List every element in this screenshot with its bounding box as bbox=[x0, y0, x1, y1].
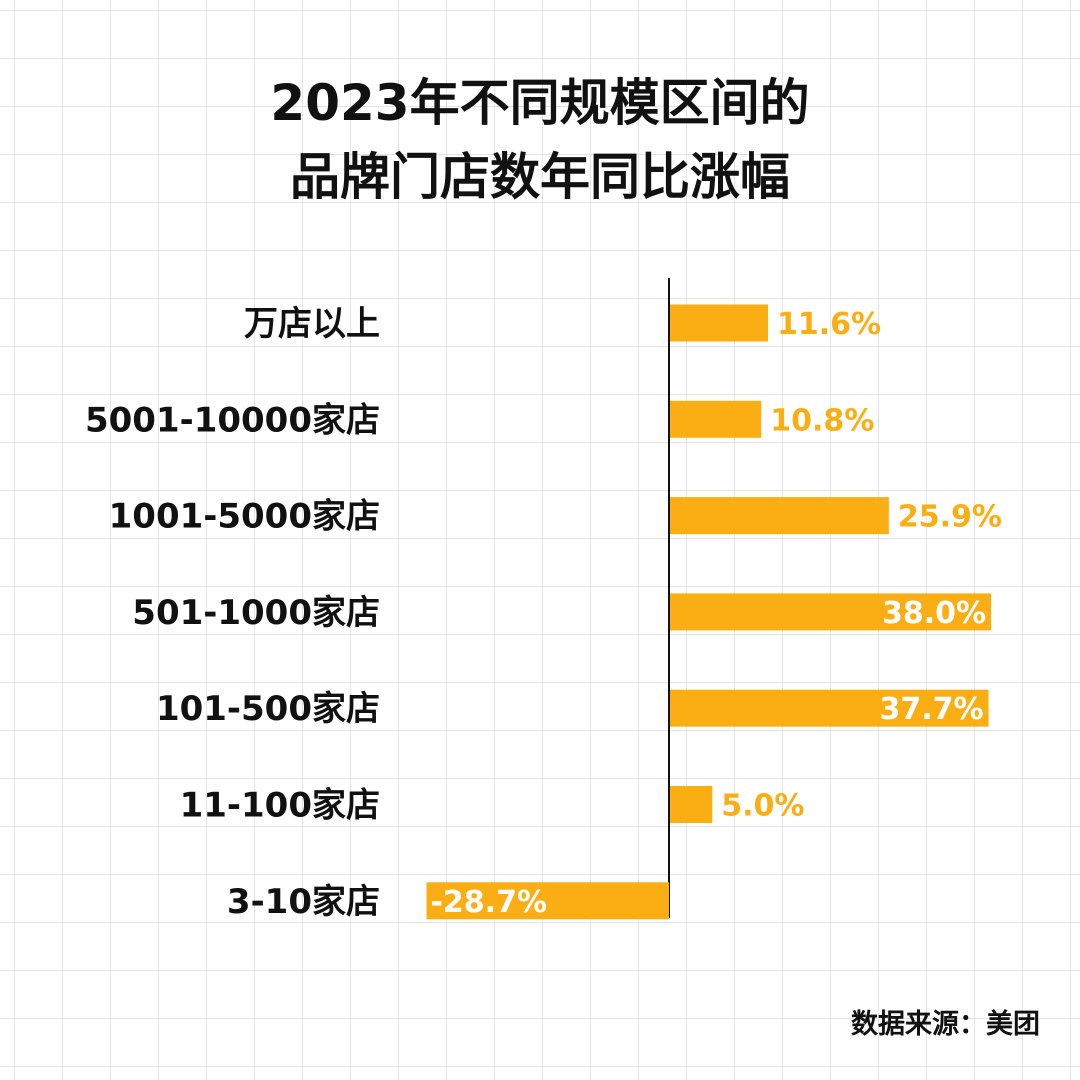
data-label: 11.6% bbox=[777, 307, 881, 342]
bar bbox=[670, 786, 713, 823]
category-label: 万店以上 bbox=[244, 304, 380, 344]
category-label: 3-10家店 bbox=[227, 882, 380, 922]
category-label: 11-100家店 bbox=[180, 786, 380, 826]
bar bbox=[670, 400, 762, 438]
data-label: 37.7% bbox=[879, 692, 983, 727]
chart-title-line-2: 品牌门店数年同比涨幅 bbox=[290, 148, 790, 206]
category-label: 5001-10000家店 bbox=[85, 400, 380, 440]
category-label: 501-1000家店 bbox=[132, 593, 380, 633]
data-label: 10.8% bbox=[770, 403, 874, 438]
data-label: -28.7% bbox=[430, 885, 547, 920]
data-label: 25.9% bbox=[898, 500, 1002, 535]
data-label: 38.0% bbox=[882, 596, 986, 631]
data-source-note: 数据来源：美团 bbox=[851, 1009, 1040, 1040]
data-label: 5.0% bbox=[721, 789, 804, 824]
chart-title: 2023年不同规模区间的 品牌门店数年同比涨幅 bbox=[0, 66, 1080, 214]
bar bbox=[670, 689, 989, 727]
category-label: 101-500家店 bbox=[156, 689, 380, 729]
bar bbox=[426, 882, 669, 920]
bar bbox=[670, 304, 769, 342]
bar bbox=[670, 593, 992, 631]
chart-title-line-1: 2023年不同规模区间的 bbox=[270, 74, 810, 132]
bar bbox=[670, 497, 889, 535]
category-label: 1001-5000家店 bbox=[109, 497, 380, 537]
